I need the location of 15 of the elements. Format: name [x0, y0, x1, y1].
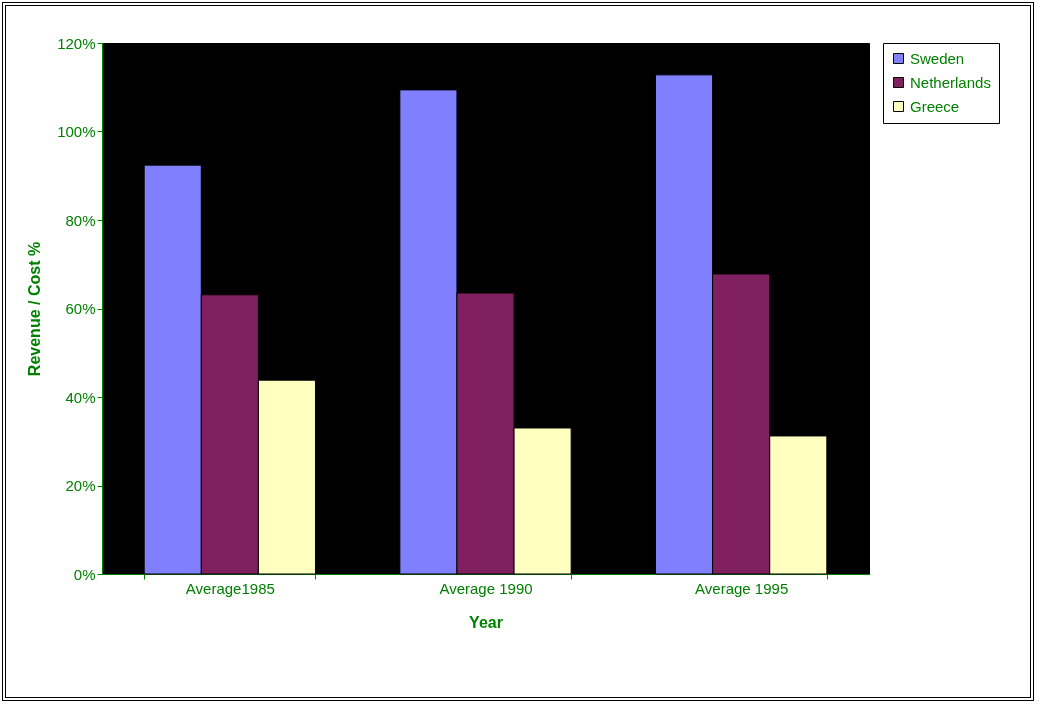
- y-tick-label: 40%: [65, 388, 96, 406]
- x-tick-label: Average1985: [185, 579, 275, 597]
- y-tick-label: 20%: [65, 477, 96, 494]
- y-axis-title: Revenue / Cost %: [26, 241, 44, 377]
- x-axis-title: Year: [469, 613, 503, 631]
- x-tick-label: Average 1995: [695, 579, 789, 597]
- legend-label: Netherlands: [910, 73, 991, 91]
- y-tick-label: 100%: [57, 123, 96, 140]
- x-tick-label: Average 1990: [439, 579, 533, 597]
- y-tick-label: 60%: [65, 300, 96, 317]
- legend-label: Sweden: [910, 49, 965, 67]
- y-tick-label: 80%: [65, 211, 96, 229]
- y-tick-label: 120%: [57, 34, 96, 52]
- legend-label: Greece: [910, 97, 960, 115]
- y-tick-label: 0%: [73, 565, 96, 583]
